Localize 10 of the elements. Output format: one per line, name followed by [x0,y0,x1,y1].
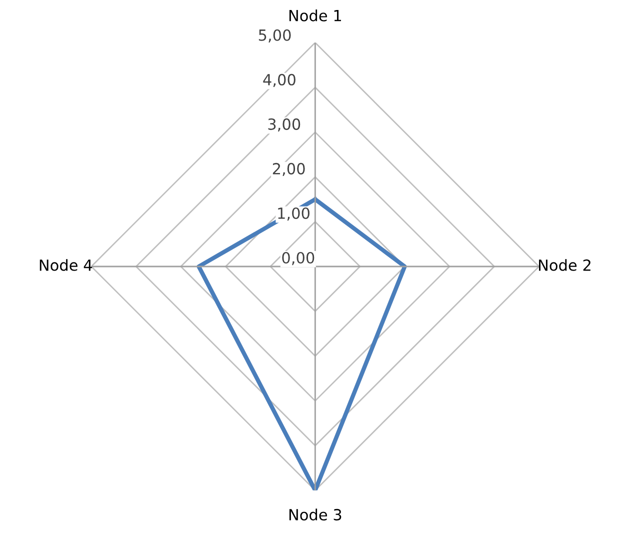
y-tick-label: 4,00 [263,74,296,87]
y-tick-label: 0,00 [282,252,314,266]
y-tick-label: 5,00 [258,29,291,42]
spoke-label: Node 4 [40,259,92,271]
spoke-label: Node 1 [289,10,341,22]
spoke-label: Node 3 [289,508,342,520]
y-tick-label: 3,00 [268,118,300,132]
y-tick-label: 1,00 [278,207,310,221]
y-tick-label: 2,00 [272,162,305,176]
spoke-label: Node 2 [539,259,590,271]
